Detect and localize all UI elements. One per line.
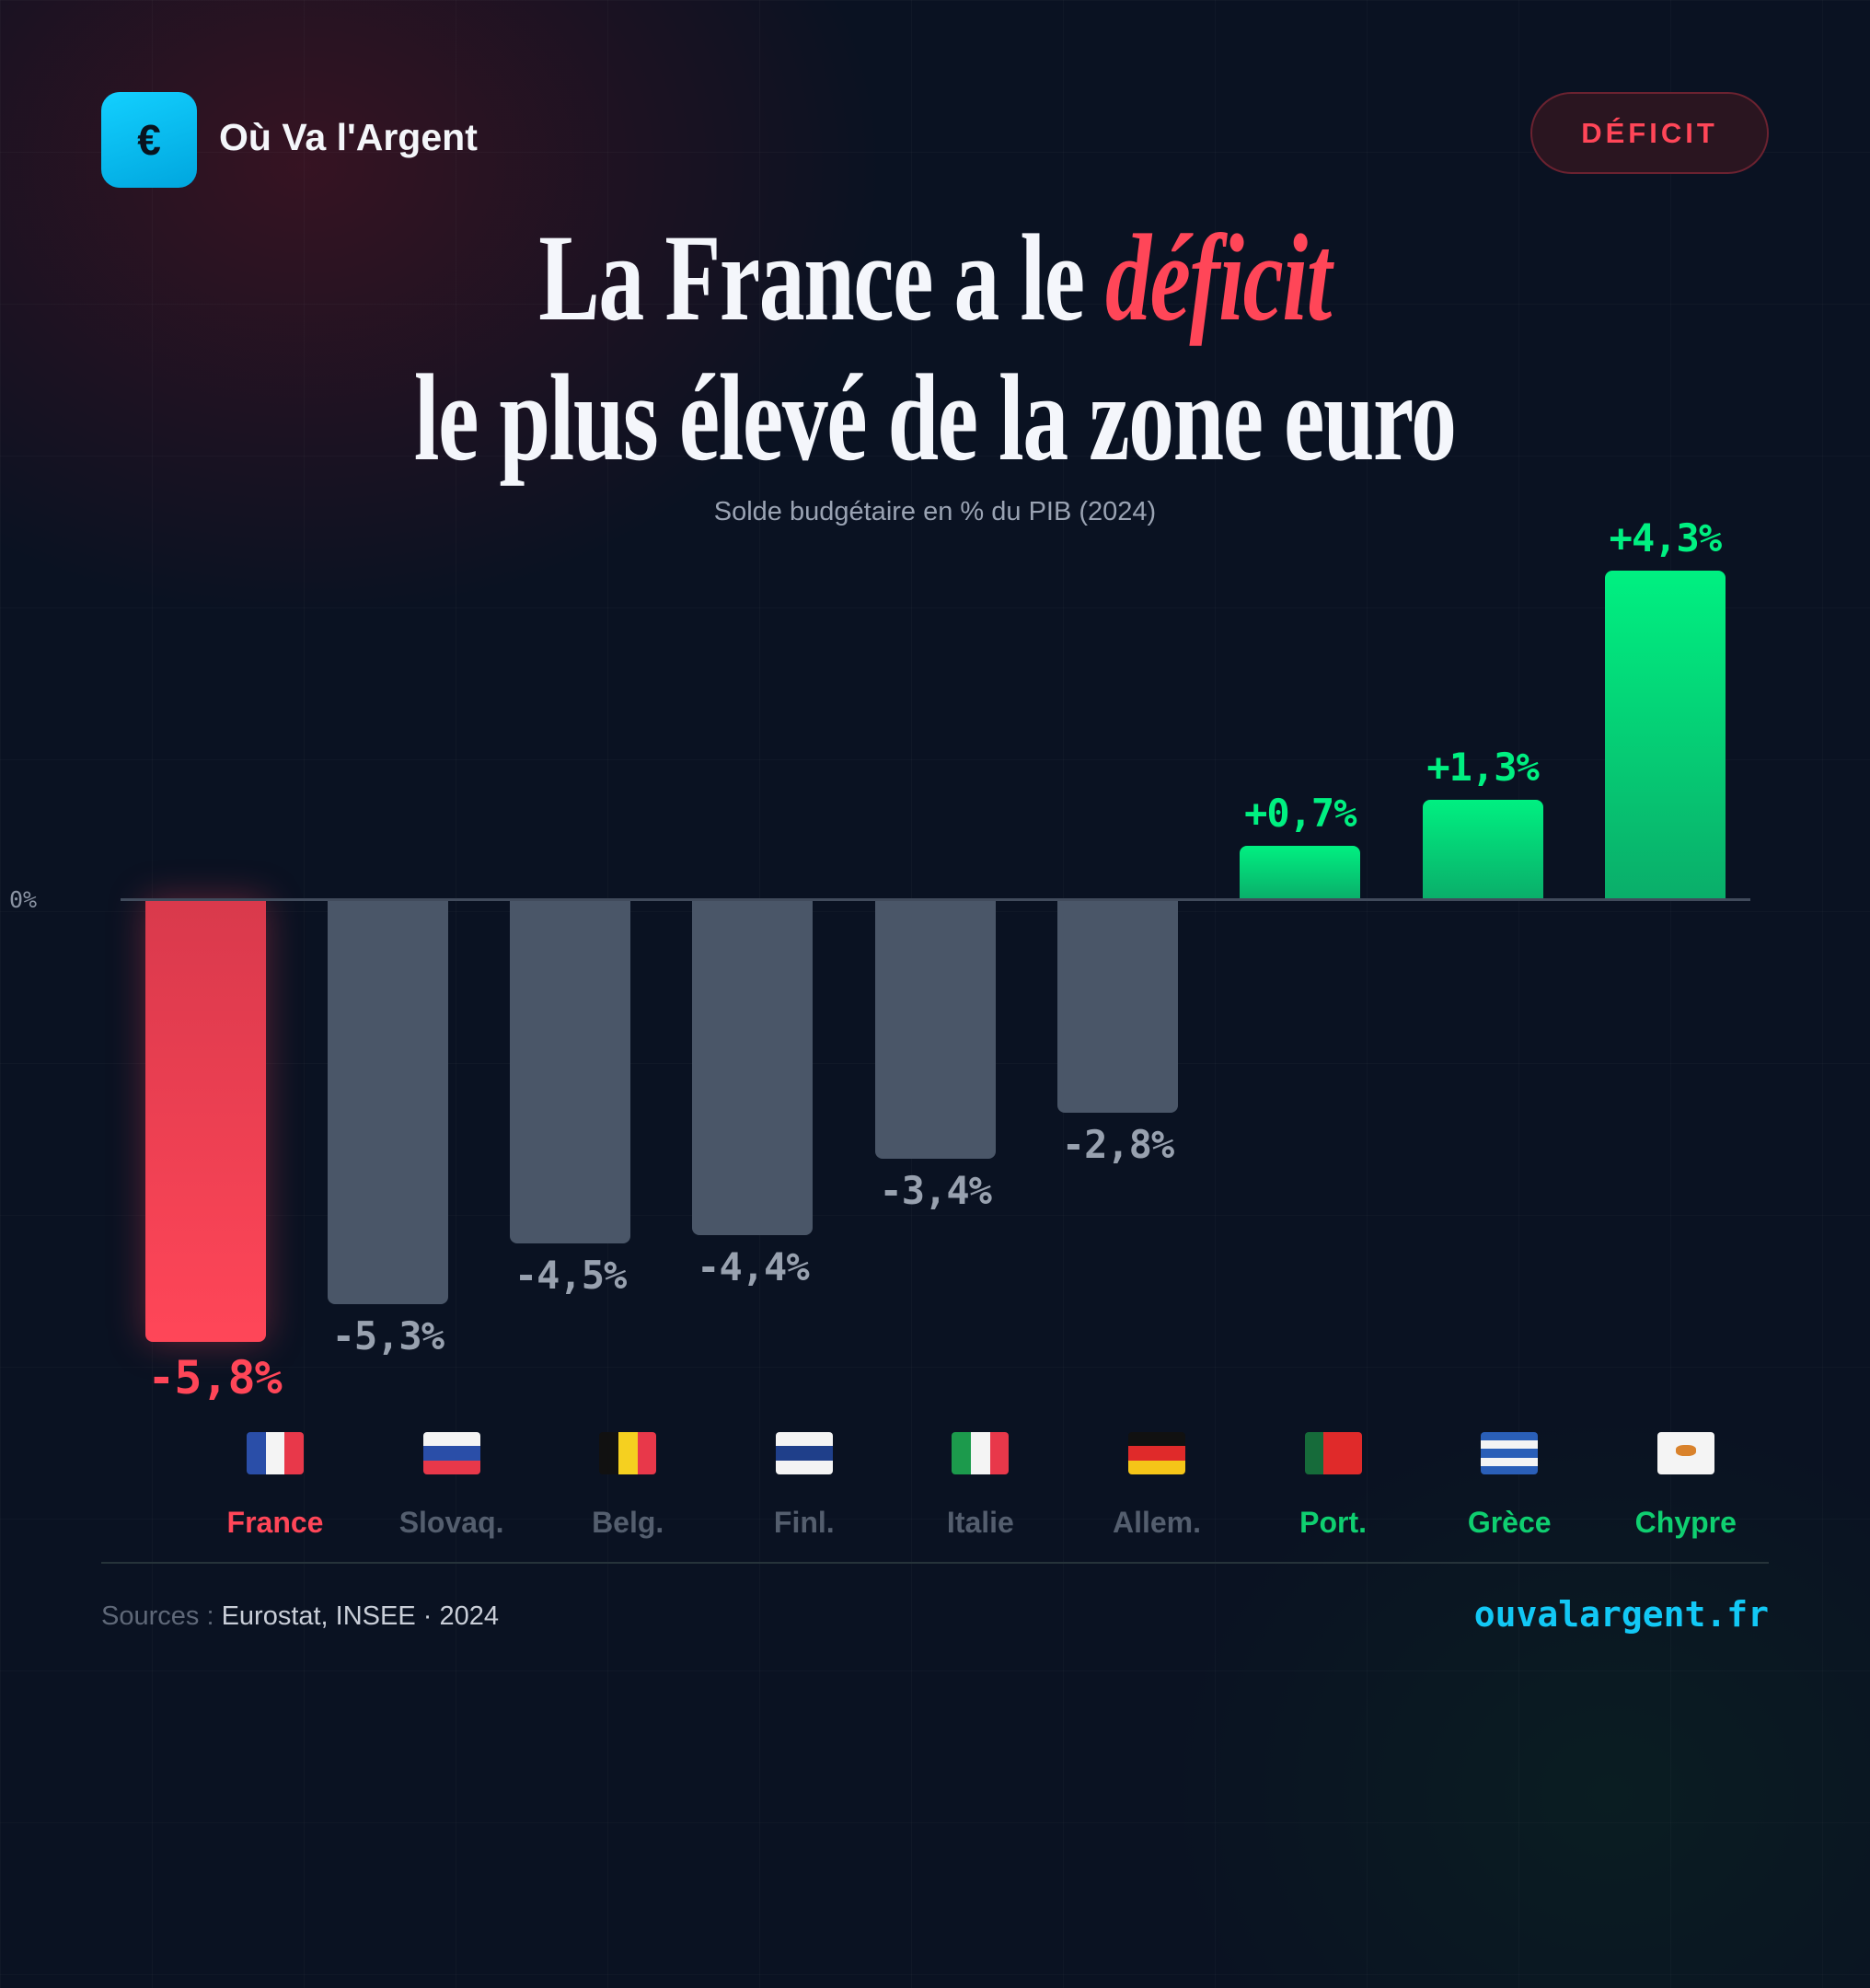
- bar-finl: [692, 899, 814, 1236]
- value-label: -3,4%: [879, 1168, 991, 1214]
- value-label: -5,8%: [147, 1351, 283, 1405]
- bar-grce: [1422, 800, 1543, 899]
- flag-greece-icon: [1481, 1432, 1539, 1474]
- bar-chypre: [1604, 571, 1726, 899]
- category-label: Finl.: [773, 1506, 835, 1539]
- flag-cyprus-icon: [1656, 1432, 1714, 1474]
- value-label: -2,8%: [1061, 1122, 1174, 1168]
- flag-france-icon: [247, 1432, 304, 1474]
- category-label: Port.: [1299, 1506, 1368, 1539]
- flag-finland-icon: [775, 1432, 833, 1474]
- title-text: La France a le: [538, 210, 1106, 347]
- category-label: Grèce: [1467, 1506, 1552, 1539]
- title-accent: déficit: [1105, 210, 1333, 347]
- zero-line: [121, 898, 1750, 901]
- value-label: -4,4%: [697, 1244, 809, 1290]
- bar-france: [144, 899, 266, 1343]
- category-label: France: [226, 1506, 324, 1539]
- category-label: Allem.: [1112, 1506, 1202, 1539]
- value-label: +0,7%: [1244, 790, 1356, 836]
- value-label: +4,3%: [1609, 515, 1722, 561]
- sources-text: Eurostat, INSEE · 2024: [221, 1601, 499, 1631]
- title-text-line2: le plus élevé de la zone euro: [414, 350, 1457, 487]
- bar-port: [1240, 845, 1361, 899]
- flag-italy-icon: [952, 1432, 1010, 1474]
- value-label: -4,5%: [514, 1252, 627, 1298]
- sources-label: Sources :: [101, 1601, 222, 1631]
- page-title-line1: La France a le déficit: [0, 210, 1870, 348]
- website-link[interactable]: ouvalargent.fr: [1473, 1594, 1769, 1635]
- flag-portugal-icon: [1304, 1432, 1362, 1474]
- value-label: +1,3%: [1426, 745, 1539, 791]
- category-label: Belg.: [592, 1506, 664, 1539]
- page-title-line2: le plus élevé de la zone euro: [0, 350, 1870, 488]
- category-label: Italie: [946, 1506, 1014, 1539]
- zero-axis-label: 0%: [9, 886, 38, 913]
- category-label: Slovaq.: [398, 1506, 504, 1539]
- sources: Sources : Eurostat, INSEE · 2024: [101, 1601, 499, 1632]
- bar-italie: [874, 899, 996, 1160]
- chart-subtitle: Solde budgétaire en % du PIB (2024): [713, 497, 1157, 526]
- value-label: -5,3%: [331, 1312, 444, 1358]
- bar-belg: [510, 899, 631, 1243]
- flag-belgium-icon: [599, 1432, 657, 1474]
- category-label: Chypre: [1634, 1506, 1737, 1539]
- category-badge: DÉFICIT: [1530, 92, 1769, 174]
- brand-name: Où Va l'Argent: [219, 116, 478, 158]
- euro-logo-icon: €: [101, 92, 197, 188]
- flag-germany-icon: [1128, 1432, 1185, 1474]
- euro-symbol: €: [137, 116, 161, 164]
- bar-allem: [1057, 899, 1178, 1114]
- footer-divider: [101, 1562, 1769, 1564]
- flag-slovakia-icon: [422, 1432, 480, 1474]
- bar-slovaq: [327, 899, 448, 1304]
